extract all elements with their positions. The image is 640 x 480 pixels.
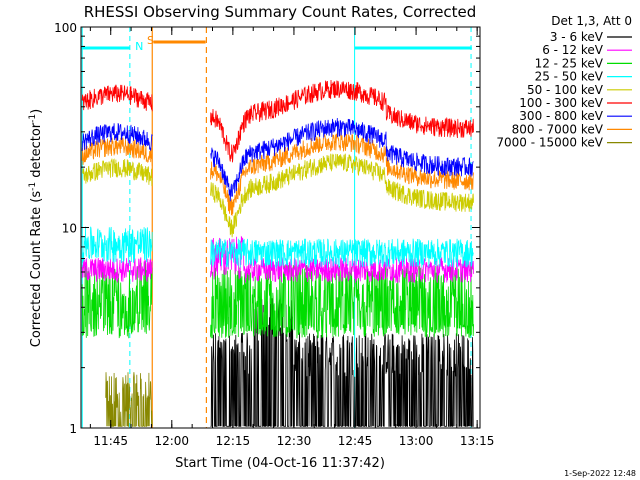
series-line-6-12keV	[81, 257, 153, 283]
series-line-3-6keV	[210, 298, 474, 427]
y-axis-label-sup2: -1	[28, 114, 38, 123]
series-line-50-100keV	[210, 153, 474, 238]
series-line-100-300keV	[210, 79, 474, 163]
legend-entry-label: 50 - 100 keV	[527, 83, 604, 97]
y-axis-label-part1: Corrected Count Rate (s	[29, 191, 44, 348]
y-axis-label-sup1: -1	[28, 182, 38, 191]
y-axis-label: Corrected Count Rate (s-1 detector-1)	[28, 109, 44, 347]
legend-header: Det 1,3, Att 0	[551, 14, 632, 28]
y-axis-label-part3: )	[29, 109, 44, 114]
series-line-7000-15000keV	[105, 372, 153, 427]
series-line-25-50keV	[210, 238, 474, 269]
legend-entry-label: 3 - 6 keV	[550, 30, 604, 44]
legend-entry-label: 12 - 25 keV	[535, 56, 604, 70]
x-tick-label: 12:45	[338, 434, 373, 448]
legend-entry-label: 800 - 7000 keV	[512, 122, 604, 136]
x-tick-label: 13:15	[460, 434, 495, 448]
series-line-300-800keV	[210, 117, 474, 202]
series-line-6-12keV	[210, 235, 474, 284]
legend-entry-label: 100 - 300 keV	[519, 96, 603, 110]
x-tick-label: 12:15	[216, 434, 251, 448]
x-tick-label: 12:30	[277, 434, 312, 448]
y-axis-label-part2: detector	[29, 122, 44, 182]
legend-entry-label: 25 - 50 keV	[535, 70, 604, 84]
footer-timestamp: 1-Sep-2022 12:48	[564, 469, 636, 478]
y-tick-label: 10	[62, 222, 77, 236]
legend-entry-label: 6 - 12 keV	[542, 43, 604, 57]
chart-title: RHESSI Observing Summary Count Rates, Co…	[84, 3, 477, 21]
x-axis-label: Start Time (04-Oct-16 11:37:42)	[175, 456, 385, 471]
series-line-50-100keV	[82, 158, 153, 187]
x-tick-label: 12:00	[154, 434, 189, 448]
saa-annotation: S	[147, 34, 154, 47]
series-line-25-50keV	[81, 226, 153, 264]
x-tick-label: 13:00	[399, 434, 434, 448]
y-axis: 100 10 1	[54, 21, 480, 436]
night-annotation: N	[135, 40, 143, 53]
series-line-100-300keV	[81, 84, 153, 112]
series-line-300-800keV	[81, 123, 153, 152]
legend-entry-label: 7000 - 15000 keV	[496, 136, 603, 150]
y-tick-label: 100	[54, 21, 77, 35]
x-tick-label: 11:45	[93, 434, 128, 448]
legend-entry-label: 300 - 800 keV	[519, 109, 603, 123]
series-line-800-7000keV	[81, 137, 153, 166]
x-axis: 11:45 12:00 12:15 12:30 12:45 13:00 13:15	[89, 27, 495, 448]
y-tick-label: 1	[69, 422, 77, 436]
